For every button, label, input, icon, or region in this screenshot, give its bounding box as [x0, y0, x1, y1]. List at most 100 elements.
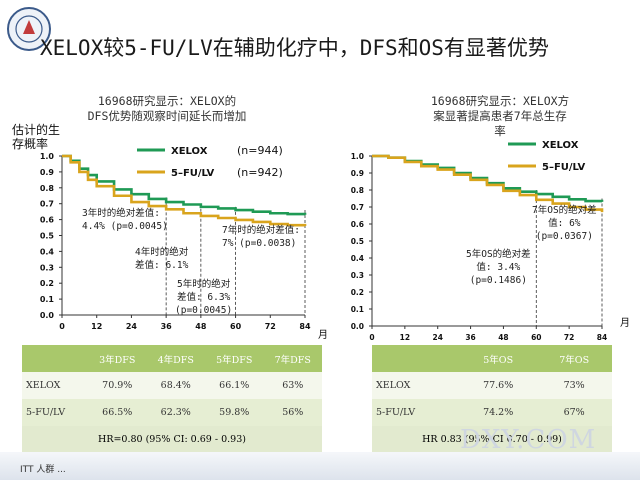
table-header-cell: 7年OS: [536, 345, 612, 372]
table-cell: 70.9%: [88, 372, 147, 399]
left-subtitle: 16968研究显示：XELOX的 DFS优势随观察时间延长而增加: [62, 94, 272, 124]
table-cell: 66.1%: [205, 372, 264, 399]
x-tick-label: 84: [597, 333, 607, 342]
legend-label: XELOX: [542, 140, 579, 151]
annotation-5yr-os-line-2: 值: 3.4%: [476, 262, 521, 273]
right-subtitle: 16968研究显示：XELOX方 案显著提高患者7年总生存 率: [405, 94, 595, 139]
annotation-5yr-line-1: 5年时的绝对: [176, 279, 231, 290]
y-tick-label: 0.3: [351, 271, 364, 280]
annotation-7yr-os-line-1: 7年OS的绝对差: [532, 205, 597, 216]
x-tick-label: 12: [91, 322, 102, 331]
annotation-7yr-line-2: 7% (p=0.0038): [222, 238, 297, 249]
x-tick-label: 48: [195, 322, 207, 331]
annotation-5yr-line-2: 差值: 6.3%: [176, 292, 231, 303]
y-tick-label: 0.1: [40, 295, 55, 304]
y-tick-label: 0.2: [351, 288, 364, 297]
x-tick-label: 24: [126, 322, 138, 331]
x-tick-label: 0: [59, 322, 65, 331]
left-ylabel-line-1: 估计的生: [12, 123, 61, 137]
table-cell: 63%: [263, 372, 322, 399]
watermark: DXY.COM: [460, 425, 597, 455]
y-tick-label: 0.6: [40, 216, 55, 225]
y-tick-label: 0.8: [40, 184, 55, 193]
left-dfs-chart: 0.0 0.1 0.2 0.3 0.4 0.5 0.6 0.7 0.8 0.9 1.0 0 12 24 36…: [40, 144, 328, 341]
legend-label: 5–FU/LV: [542, 162, 586, 173]
table-header-cell: 3年DFS: [88, 345, 147, 372]
annotation-7yr-os-line-2: 值: 6%: [548, 218, 581, 229]
row-label: XELOX: [372, 372, 460, 399]
legend-n: (n=942): [237, 166, 283, 179]
table-header-row: 5年OS 7年OS: [372, 345, 612, 372]
table-cell: 68.4%: [146, 372, 205, 399]
table-cell: 73%: [536, 372, 612, 399]
left-dfs-table: 3年DFS 4年DFS 5年DFS 7年DFS XELOX 70.9% 68.4…: [22, 345, 322, 453]
annotation-7yr-line-1: 7年时的绝对差值:: [222, 225, 300, 236]
table-row: 5-FU/LV 66.5% 62.3% 59.8% 56%: [22, 399, 322, 426]
table-header-cell: 5年DFS: [205, 345, 264, 372]
x-tick-label: 24: [432, 333, 442, 342]
x-tick-label: 36: [161, 322, 173, 331]
table-header-cell: [372, 345, 460, 372]
left-subtitle-line-1: 16968研究显示：XELOX的: [97, 94, 237, 108]
annotation-5yr-os: 5年OS的绝对差 值: 3.4% (p=0.1486): [466, 248, 531, 287]
y-tick-label: 0.8: [351, 186, 364, 195]
y-tick-label: 0.7: [351, 203, 364, 212]
footer-bar: [0, 452, 640, 480]
table-cell: 74.2%: [460, 399, 537, 426]
x-tick-label: 60: [230, 322, 242, 331]
annotation-5yr-os-line-3: (p=0.1486): [469, 275, 527, 286]
y-tick-label: 0.5: [40, 232, 55, 241]
y-tick-label: 0.0: [40, 311, 55, 320]
right-subtitle-line-2: 案显著提高患者7年总生存: [433, 109, 567, 123]
right-os-table: 5年OS 7年OS XELOX 77.6% 73% 5-FU/LV 74.2% …: [372, 345, 612, 453]
x-tick-label: 36: [465, 333, 475, 342]
hr-footnote: HR 0.83 (95% CI 0.70 - 0.99): [372, 426, 612, 453]
annotation-5yr-dfs: 5年时的绝对 差值: 6.3% (p=0.0045): [175, 278, 232, 317]
x-tick-label: 0: [369, 333, 374, 342]
annotation-7yr-dfs: 7年时的绝对差值: 7% (p=0.0038): [222, 224, 300, 250]
table-header-cell: 7年DFS: [263, 345, 322, 372]
table-header-cell: 4年DFS: [146, 345, 205, 372]
annotation-5yr-os-line-1: 5年OS的绝对差: [466, 249, 531, 260]
row-label: XELOX: [22, 372, 88, 399]
x-tick-label: 48: [498, 333, 508, 342]
y-tick-label: 0.6: [351, 220, 364, 229]
legend-label: 5–FU/LV: [171, 168, 215, 179]
x-tick-label: 72: [265, 322, 276, 331]
y-tick-label: 0.2: [40, 279, 54, 288]
x-tick-label: 72: [564, 333, 574, 342]
table-row: XELOX 77.6% 73%: [372, 372, 612, 399]
table-header-cell: [22, 345, 88, 372]
x-tick-label: 12: [400, 333, 410, 342]
table-cell: 77.6%: [460, 372, 537, 399]
x-tick-label: 84: [299, 322, 311, 331]
x-tick-label: 60: [531, 333, 541, 342]
table-header-row: 3年DFS 4年DFS 5年DFS 7年DFS: [22, 345, 322, 372]
annotation-3yr-line-2: 4.4% (p=0.0045): [82, 221, 168, 232]
table-cell: 56%: [263, 399, 322, 426]
legend-n: (n=944): [237, 144, 283, 157]
y-tick-label: 0.1: [351, 305, 364, 314]
annotation-4yr-dfs: 4年时的绝对 差值: 6.1%: [135, 246, 188, 272]
x-axis-unit-label: 月: [620, 317, 630, 329]
table-row: 5-FU/LV 74.2% 67%: [372, 399, 612, 426]
table-cell: 67%: [536, 399, 612, 426]
y-tick-label: 0.4: [40, 247, 55, 256]
annotation-4yr-line-1: 4年时的绝对: [135, 247, 189, 258]
institution-logo: [7, 7, 51, 51]
x-axis-unit-label: 月: [318, 329, 328, 341]
row-label: 5-FU/LV: [372, 399, 460, 426]
footer-text: ITT 人群 ...: [20, 465, 66, 475]
y-tick-label: 1.0: [351, 152, 364, 161]
y-tick-label: 0.9: [40, 168, 55, 177]
table-row: XELOX 70.9% 68.4% 66.1% 63%: [22, 372, 322, 399]
series-line-fulv: [62, 154, 307, 227]
y-tick-label: 1.0: [40, 152, 55, 161]
annotation-4yr-line-2: 差值: 6.1%: [135, 260, 189, 271]
annotation-3yr-line-1: 3年时的绝对差值:: [82, 208, 160, 219]
table-cell: 62.3%: [146, 399, 205, 426]
right-subtitle-line-3: 率: [494, 124, 506, 138]
right-os-chart: 0.0 0.1 0.2 0.3 0.4 0.5 0.6 0.7 0.8 0.9 1.0 0 12 24 36…: [351, 140, 630, 342]
y-tick-label: 0.5: [351, 237, 364, 246]
hr-footnote: HR=0.80 (95% CI: 0.69 - 0.93): [22, 426, 322, 453]
